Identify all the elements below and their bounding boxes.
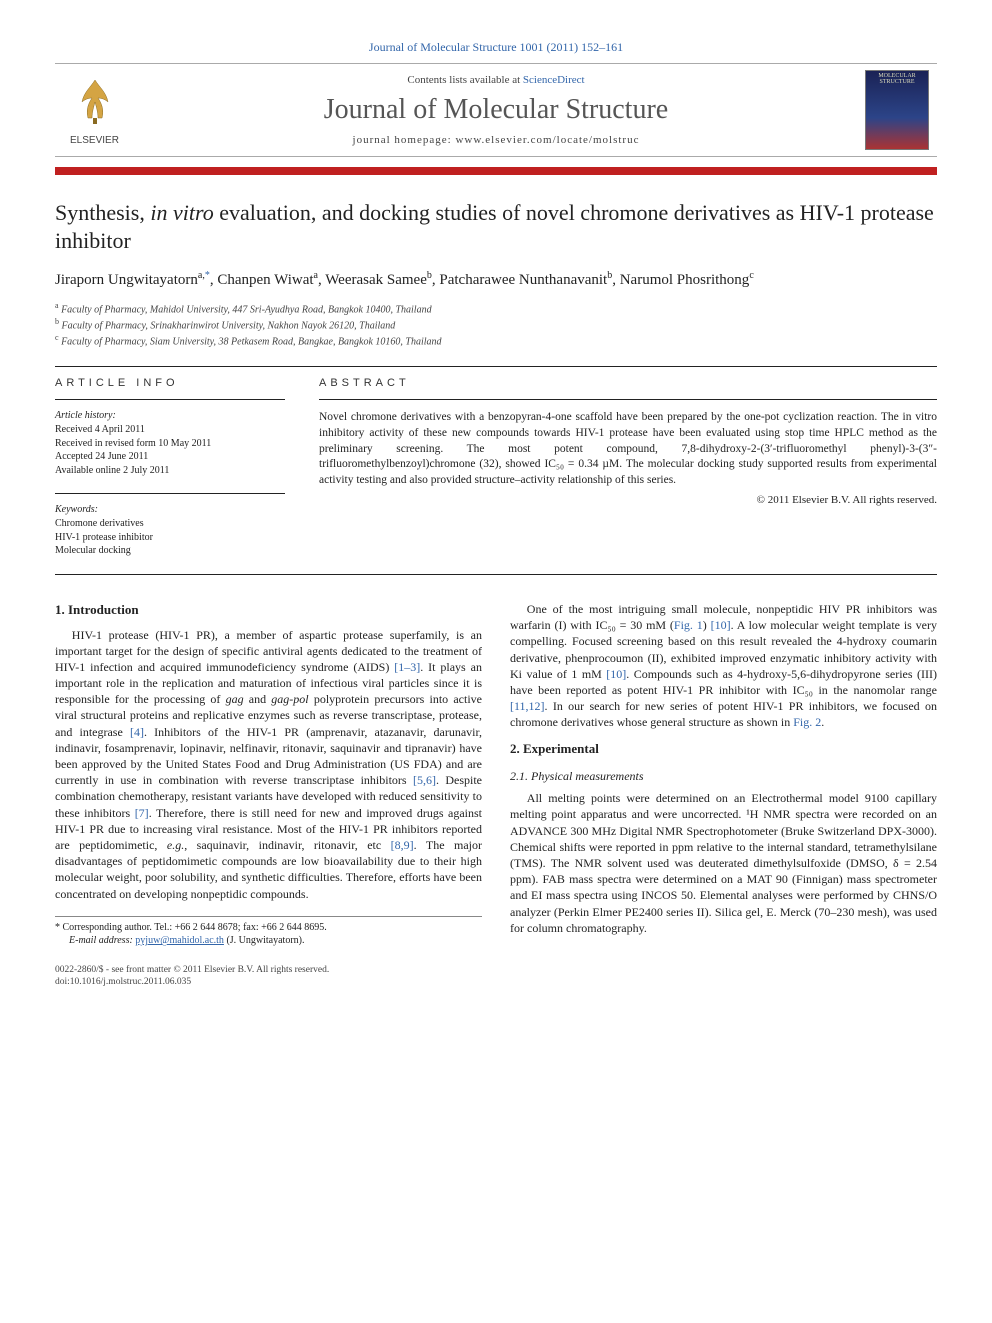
contents-available: Contents lists available at ScienceDirec… <box>135 74 857 86</box>
issn-line: 0022-2860/$ - see front matter © 2011 El… <box>55 964 937 976</box>
article-info-heading: article info <box>55 377 285 389</box>
history-label: Article history: <box>55 410 285 421</box>
physical-paragraph: All melting points were determined on an… <box>510 790 937 936</box>
affiliation-line: c Faculty of Pharmacy, Siam University, … <box>55 333 937 349</box>
keywords-label: Keywords: <box>55 504 285 515</box>
article-info: article info Article history: Received 4… <box>55 377 285 558</box>
history-line: Available online 2 July 2011 <box>55 464 285 478</box>
history-line: Accepted 24 June 2011 <box>55 450 285 464</box>
email-attribution: (J. Ungwitayatorn). <box>224 935 305 946</box>
citation-link[interactable]: [10] <box>711 618 731 632</box>
intro-paragraph-2: One of the most intriguing small molecul… <box>510 601 937 731</box>
abstract-heading: abstract <box>319 377 937 389</box>
section-experimental-heading: 2. Experimental <box>510 740 937 758</box>
front-matter-meta: 0022-2860/$ - see front matter © 2011 El… <box>55 964 937 989</box>
citation-link[interactable]: [7] <box>135 806 149 820</box>
citation-link[interactable]: [4] <box>130 725 144 739</box>
history-line: Received in revised form 10 May 2011 <box>55 437 285 451</box>
author-list: Jiraporn Ungwitayatorna,*, Chanpen Wiwat… <box>55 270 937 289</box>
abstract-block: abstract Novel chromone derivatives with… <box>319 377 937 558</box>
affiliation-line: b Faculty of Pharmacy, Srinakharinwirot … <box>55 317 937 333</box>
citation-link[interactable]: [8,9] <box>391 838 414 852</box>
publisher-logo: ELSEVIER <box>55 74 135 146</box>
publisher-name: ELSEVIER <box>70 135 120 146</box>
separator <box>55 366 937 367</box>
corr-email[interactable]: pyjuw@mahidol.ac.th <box>135 935 224 946</box>
article-title: Synthesis, in vitro evaluation, and dock… <box>55 199 937 254</box>
figure-link[interactable]: Fig. 2 <box>793 715 821 729</box>
citation-link[interactable]: [1–3] <box>394 660 420 674</box>
keyword: Chromone derivatives <box>55 517 285 531</box>
abstract-text: Novel chromone derivatives with a benzop… <box>319 410 937 488</box>
keyword: HIV-1 protease inhibitor <box>55 531 285 545</box>
section-physical-heading: 2.1. Physical measurements <box>510 768 937 784</box>
affiliations: a Faculty of Pharmacy, Mahidol Universit… <box>55 301 937 348</box>
sciencedirect-link[interactable]: ScienceDirect <box>523 74 585 86</box>
section-intro-heading: 1. Introduction <box>55 601 482 619</box>
doi-line: doi:10.1016/j.molstruc.2011.06.035 <box>55 976 937 988</box>
email-label: E-mail address: <box>69 935 135 946</box>
journal-banner: ELSEVIER Contents lists available at Sci… <box>55 63 937 157</box>
figure-link[interactable]: Fig. 1 <box>674 618 703 632</box>
homepage-url[interactable]: www.elsevier.com/locate/molstruc <box>455 134 639 146</box>
citation-link[interactable]: [10] <box>606 667 626 681</box>
journal-homepage: journal homepage: www.elsevier.com/locat… <box>135 134 857 146</box>
elsevier-tree-icon <box>70 74 120 130</box>
corresponding-author-footnote: * Corresponding author. Tel.: +66 2 644 … <box>55 916 482 948</box>
history-line: Received 4 April 2011 <box>55 423 285 437</box>
abstract-copyright: © 2011 Elsevier B.V. All rights reserved… <box>319 494 937 506</box>
journal-reference-top[interactable]: Journal of Molecular Structure 1001 (201… <box>55 40 937 55</box>
intro-paragraph-1: HIV-1 protease (HIV-1 PR), a member of a… <box>55 627 482 902</box>
cover-thumbnail: MOLECULAR STRUCTURE <box>857 70 937 150</box>
keyword: Molecular docking <box>55 544 285 558</box>
citation-link[interactable]: [11,12] <box>510 699 545 713</box>
corr-contact: * Corresponding author. Tel.: +66 2 644 … <box>55 921 482 935</box>
citation-link[interactable]: [5,6] <box>413 773 436 787</box>
accent-bar <box>55 167 937 175</box>
affiliation-line: a Faculty of Pharmacy, Mahidol Universit… <box>55 301 937 317</box>
journal-title: Journal of Molecular Structure <box>135 94 857 126</box>
